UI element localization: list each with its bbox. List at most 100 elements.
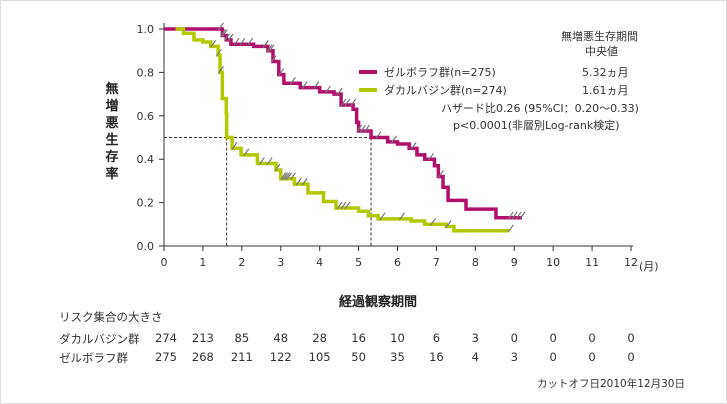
risk-table-cell: 0 <box>549 331 557 345</box>
legend-label-zelboraf: ゼルボラフ群(n=275) <box>384 66 496 79</box>
risk-table-cell: 275 <box>155 350 177 364</box>
censor-mark <box>282 172 289 181</box>
risk-table-cell: 3 <box>471 331 479 345</box>
censor-mark <box>507 224 514 233</box>
x-tick-label: 2 <box>238 256 245 269</box>
censor-mark <box>363 124 370 133</box>
censor-mark <box>340 98 347 107</box>
km-curve-zelboraf <box>164 27 523 220</box>
censor-mark <box>223 33 230 42</box>
risk-table-cell: 0 <box>510 331 518 345</box>
x-tick-label: 5 <box>355 256 362 269</box>
risk-table-cell: 10 <box>390 331 405 345</box>
risk-table-title: リスク集合の大きさ <box>59 310 163 324</box>
x-tick-label: 6 <box>394 256 401 269</box>
x-tick-label: 0 <box>161 256 168 269</box>
y-tick-label: 0.0 <box>137 240 155 253</box>
censor-mark <box>430 217 437 226</box>
x-tick-label: 3 <box>277 256 284 269</box>
censor-mark <box>286 172 293 181</box>
legend-swatch-dacarbazine <box>359 88 377 92</box>
censor-mark <box>289 76 296 85</box>
censor-mark <box>295 177 302 186</box>
censor-mark <box>217 22 224 31</box>
risk-table-cell: 268 <box>191 350 214 364</box>
censor-mark <box>270 55 277 63</box>
risk-table-cell: 50 <box>351 350 366 364</box>
censor-mark <box>340 201 347 210</box>
censor-mark <box>258 157 265 165</box>
censor-mark <box>519 211 526 220</box>
censor-mark <box>410 142 417 150</box>
censor-mark <box>227 33 234 42</box>
x-axis-label: 経過観察期間 <box>339 295 418 310</box>
risk-table-cell: 16 <box>351 331 366 345</box>
risk-table-cell: 6 <box>432 331 441 345</box>
censor-mark <box>301 81 308 89</box>
x-unit-label: (月) <box>639 260 659 273</box>
y-axis-label: 無増悪生存率 <box>105 82 119 182</box>
censor-mark <box>356 124 363 133</box>
risk-table-cell: 0 <box>549 350 557 364</box>
legend-swatch-zelboraf <box>359 70 377 74</box>
x-tick-label: 11 <box>585 256 599 269</box>
censor-mark <box>274 163 281 172</box>
y-tick-label: 0.6 <box>137 110 155 123</box>
risk-table-cell: 0 <box>588 350 596 364</box>
censor-mark <box>247 37 254 46</box>
x-tick-label: 8 <box>472 256 479 269</box>
median-header-line2: 中央値 <box>585 45 618 58</box>
censor-mark <box>428 152 435 161</box>
y-tick-label: 0.2 <box>137 197 155 210</box>
censor-mark <box>398 212 405 221</box>
censor-mark <box>221 29 228 37</box>
x-tick-label: 1 <box>199 256 206 269</box>
censor-mark <box>350 98 357 107</box>
p-value-text: p<0.0001(非層別Log-rank検定) <box>453 119 620 132</box>
risk-table-cell: 0 <box>588 331 596 345</box>
x-tick-label: 9 <box>511 256 518 269</box>
risk-table-cell: 16 <box>429 350 444 364</box>
median-zelboraf: 5.32ヵ月 <box>582 66 629 79</box>
censor-mark <box>336 87 343 96</box>
y-tick-label: 1.0 <box>137 23 155 36</box>
hazard-ratio-text: ハザード比0.26 (95%CI：0.20～0.33) <box>441 102 639 115</box>
median-dacarbazine: 1.61ヵ月 <box>582 84 629 97</box>
median-header-line1: 無増悪生存期間 <box>561 30 638 43</box>
km-curve-dacarbazine <box>175 27 510 233</box>
risk-table-cell: 35 <box>390 350 405 364</box>
censor-mark <box>507 211 514 220</box>
risk-table-cell: 0 <box>627 350 635 364</box>
censor-mark <box>437 170 444 178</box>
censor-mark <box>313 81 320 89</box>
censor-mark <box>344 98 351 107</box>
x-tick-label: 7 <box>433 256 440 269</box>
censor-mark <box>301 177 308 186</box>
y-tick-label: 0.8 <box>137 66 155 79</box>
censor-mark <box>375 131 382 139</box>
censor-mark <box>210 40 217 48</box>
censor-mark <box>289 172 296 181</box>
censor-mark <box>445 220 452 228</box>
censor-mark <box>266 44 273 53</box>
risk-table-cell: 122 <box>269 350 292 364</box>
risk-table-cell: 105 <box>308 350 331 364</box>
censor-mark <box>231 142 238 150</box>
x-tick-label: 10 <box>546 256 560 269</box>
risk-table-cell: 85 <box>234 331 250 345</box>
censor-mark <box>391 135 398 144</box>
censor-mark <box>284 172 291 181</box>
censor-mark <box>268 44 275 53</box>
censor-mark <box>344 201 351 210</box>
risk-table-cell: 48 <box>273 331 289 345</box>
censor-mark <box>511 211 518 220</box>
censor-mark <box>215 48 222 57</box>
censor-mark <box>359 124 366 133</box>
censor-mark <box>278 68 285 76</box>
censor-mark <box>515 211 522 220</box>
censor-mark <box>336 201 343 210</box>
censor-mark <box>239 37 246 46</box>
risk-row-label-dacarbazine: ダカルバジン群 <box>59 332 140 346</box>
cutoff-date-footnote: カットオフ日2010年12月30日 <box>537 378 685 390</box>
